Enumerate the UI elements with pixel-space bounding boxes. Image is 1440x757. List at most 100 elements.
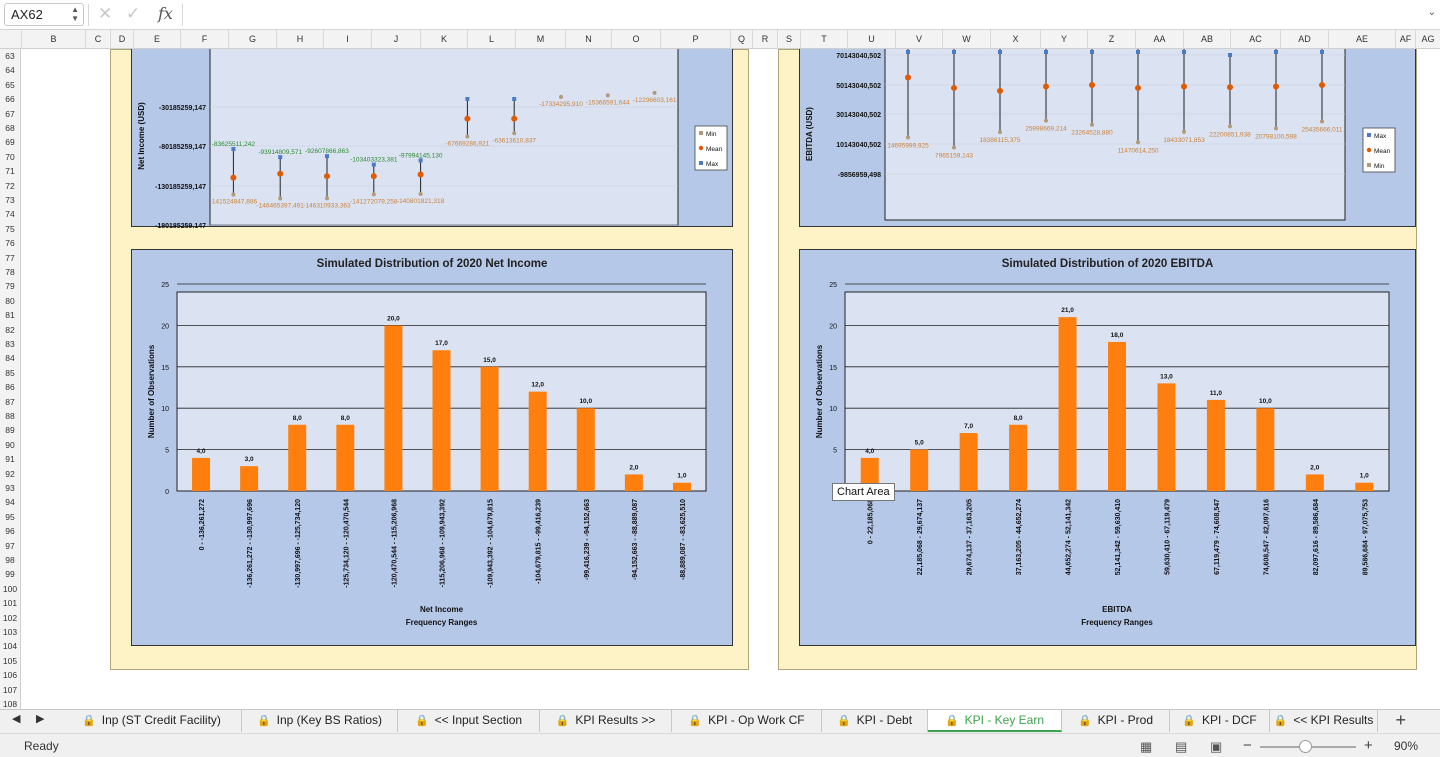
formula-input[interactable] — [190, 7, 1410, 23]
row-header[interactable]: 85 — [5, 367, 15, 378]
row-header[interactable]: 107 — [2, 684, 18, 695]
normal-view-icon[interactable]: ▦ — [1140, 739, 1153, 754]
column-header[interactable]: B — [21, 30, 85, 49]
column-header[interactable]: M — [515, 30, 565, 49]
ebitda-minmax-chart[interactable]: 70143040,502 50143040,502 30143040,502 1014… — [799, 49, 1416, 250]
row-header[interactable]: 88 — [5, 411, 15, 421]
column-header[interactable]: N — [565, 30, 611, 49]
column-header[interactable]: Y — [1040, 30, 1087, 49]
row-header[interactable]: 95 — [5, 511, 15, 522]
row-header[interactable]: 80 — [5, 295, 15, 306]
column-header[interactable]: P — [660, 30, 730, 49]
row-header[interactable]: 102 — [2, 612, 18, 623]
column-header[interactable]: AC — [1230, 30, 1280, 49]
row-header[interactable]: 105 — [2, 655, 18, 666]
row-header[interactable]: 67 — [5, 108, 15, 119]
sheet-tab[interactable]: 🔒 KPI - Prod — [1062, 710, 1170, 732]
column-header[interactable]: H — [276, 30, 323, 49]
row-header[interactable]: 99 — [5, 569, 15, 580]
function-icon[interactable]: fx — [158, 4, 173, 23]
column-header[interactable]: I — [323, 30, 371, 49]
row-header[interactable]: 70 — [5, 151, 15, 162]
row-header[interactable]: 66 — [5, 94, 15, 105]
sheet-tab[interactable]: 🔒 KPI - DCF — [1170, 710, 1270, 732]
row-header[interactable]: 104 — [2, 641, 18, 652]
sheet-tab[interactable]: 🔒 Inp (Key BS Ratios) — [242, 710, 398, 732]
sheet-tab[interactable]: 🔒 KPI - Key Earn — [928, 710, 1062, 732]
column-header[interactable]: AA — [1135, 30, 1183, 49]
page-layout-icon[interactable]: ▤ — [1175, 739, 1188, 754]
column-header[interactable]: AE — [1328, 30, 1395, 49]
next-sheet-icon[interactable]: ▶ — [36, 713, 45, 725]
column-header[interactable]: T — [800, 30, 847, 49]
worksheet-grid[interactable]: -30185259,147 -80185259,147 -130185259,147… — [21, 49, 1440, 709]
column-header[interactable]: G — [228, 30, 276, 49]
row-header[interactable]: 68 — [5, 123, 15, 133]
column-header[interactable]: E — [133, 30, 180, 49]
cancel-icon[interactable]: ✕ — [98, 4, 113, 23]
prev-sheet-icon[interactable]: ◀ — [12, 713, 21, 725]
column-header[interactable]: S — [777, 30, 800, 49]
column-header[interactable]: Z — [1087, 30, 1135, 49]
row-header[interactable]: 71 — [5, 166, 15, 177]
column-header[interactable]: AD — [1280, 30, 1328, 49]
column-header[interactable]: K — [420, 30, 467, 49]
sheet-tab[interactable]: 🔒 KPI Results >> — [540, 710, 672, 732]
row-header[interactable]: 64 — [5, 65, 15, 76]
zoom-in-icon[interactable]: + — [1364, 737, 1373, 754]
row-header[interactable]: 98 — [5, 555, 15, 565]
row-header[interactable]: 77 — [5, 252, 15, 263]
row-header[interactable]: 97 — [5, 540, 15, 551]
column-header[interactable]: AG — [1415, 30, 1440, 49]
sheet-tab[interactable]: 🔒 KPI - Debt — [822, 710, 928, 732]
column-header[interactable]: R — [752, 30, 777, 49]
row-header[interactable]: 78 — [5, 267, 15, 277]
column-header[interactable]: J — [371, 30, 420, 49]
confirm-icon[interactable]: ✓ — [126, 4, 141, 23]
row-header[interactable]: 108 — [2, 699, 18, 709]
row-header[interactable]: 75 — [5, 223, 15, 234]
row-header[interactable]: 83 — [5, 339, 15, 349]
row-header[interactable]: 84 — [5, 353, 15, 364]
chevron-down-icon[interactable]: ⌄ — [1427, 7, 1436, 18]
row-header[interactable]: 63 — [5, 51, 15, 61]
row-header[interactable]: 103 — [2, 627, 18, 637]
page-break-icon[interactable]: ▣ — [1210, 739, 1223, 754]
row-header[interactable]: 100 — [2, 583, 18, 594]
row-header[interactable]: 87 — [5, 396, 15, 407]
column-header[interactable]: W — [942, 30, 990, 49]
row-header[interactable]: 106 — [2, 670, 18, 681]
row-header[interactable]: 92 — [5, 468, 15, 479]
ebitda-histogram-chart[interactable]: Simulated Distribution of 2020 EBITDA 05… — [799, 249, 1416, 646]
column-header[interactable]: AF — [1395, 30, 1415, 49]
row-header[interactable]: 96 — [5, 526, 15, 537]
sheet-tab[interactable]: 🔒 Inp (ST Credit Facility) — [62, 710, 242, 732]
column-header[interactable]: L — [467, 30, 515, 49]
column-header[interactable]: V — [895, 30, 942, 49]
zoom-slider-handle[interactable] — [1299, 740, 1312, 753]
ni-minmax-chart[interactable]: -30185259,147 -80185259,147 -130185259,147… — [131, 49, 733, 254]
row-header[interactable]: 65 — [5, 79, 15, 90]
row-header[interactable]: 81 — [5, 310, 15, 321]
column-header[interactable]: C — [85, 30, 110, 49]
row-header[interactable]: 90 — [5, 439, 15, 450]
row-header[interactable]: 89 — [5, 425, 15, 436]
row-header[interactable]: 79 — [5, 281, 15, 292]
column-header[interactable]: U — [847, 30, 895, 49]
column-header[interactable]: O — [611, 30, 660, 49]
row-header[interactable]: 94 — [5, 497, 15, 508]
row-header[interactable]: 82 — [5, 324, 15, 335]
sheet-tab[interactable]: 🔒 KPI - Op Work CF — [672, 710, 822, 732]
column-header[interactable]: F — [180, 30, 228, 49]
chevron-updown-icon[interactable]: ▲ ▼ — [71, 5, 79, 23]
sheet-tab[interactable]: 🔒 << KPI Results — [1270, 710, 1378, 732]
name-box[interactable]: AX62 ▲ ▼ — [4, 3, 84, 26]
row-header[interactable]: 91 — [5, 454, 15, 465]
row-header[interactable]: 93 — [5, 483, 15, 493]
column-header[interactable]: AB — [1183, 30, 1230, 49]
row-header[interactable]: 101 — [2, 598, 18, 609]
column-header[interactable]: X — [990, 30, 1040, 49]
add-sheet-icon[interactable]: + — [1395, 710, 1406, 730]
row-header[interactable]: 76 — [5, 238, 15, 249]
sheet-tab[interactable]: 🔒 << Input Section — [398, 710, 540, 732]
